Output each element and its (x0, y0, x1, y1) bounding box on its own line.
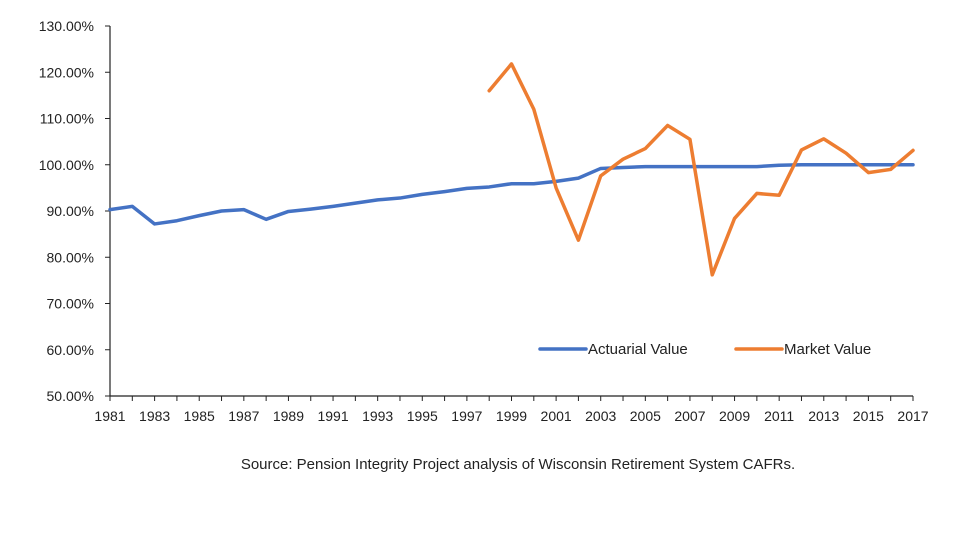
legend: Actuarial Value Market Value (538, 341, 871, 358)
x-tick-label: 2001 (541, 408, 572, 424)
x-tick-label: 1997 (451, 408, 482, 424)
y-tick-label: 50.00% (47, 388, 94, 404)
y-tick-label: 60.00% (47, 342, 94, 358)
x-tick-label: 1999 (496, 408, 527, 424)
legend-label-market-value: Market Value (784, 341, 871, 358)
x-tick-label: 1993 (362, 408, 393, 424)
x-tick-label: 1981 (94, 408, 125, 424)
x-tick-label: 2003 (585, 408, 616, 424)
y-tick-label: 130.00% (39, 18, 94, 34)
x-tick-label: 1987 (228, 408, 259, 424)
y-tick-label: 80.00% (47, 249, 94, 265)
x-tick-label: 2017 (897, 408, 928, 424)
y-tick-label: 110.00% (40, 111, 94, 127)
x-tick-label: 1991 (317, 408, 348, 424)
x-tick-label: 1985 (184, 408, 215, 424)
y-tick-label: 120.00% (39, 64, 94, 80)
x-tick-label: 2011 (764, 408, 794, 424)
source-note: Source: Pension Integrity Project analys… (241, 456, 795, 473)
y-tick-label: 100.00% (39, 157, 94, 173)
x-tick-label: 2005 (630, 408, 661, 424)
x-tick-label: 2015 (853, 408, 884, 424)
y-tick-label: 90.00% (47, 203, 94, 219)
legend-label-actuarial-value: Actuarial Value (588, 341, 688, 358)
x-tick-label: 2007 (674, 408, 705, 424)
series-line-market-value (487, 62, 915, 277)
ticks-layer: 50.00% 60.00% 70.00% 80.00% 90.00% 100.00% 110… (39, 18, 929, 424)
x-tick-label: 2009 (719, 408, 750, 424)
x-tick-label: 2013 (808, 408, 839, 424)
x-tick-label: 1989 (273, 408, 304, 424)
x-tick-label: 1995 (407, 408, 438, 424)
y-tick-label: 70.00% (47, 296, 94, 312)
x-tick-label: 1983 (139, 408, 170, 424)
series-layer (108, 62, 915, 277)
series-line-actuarial-value (108, 163, 915, 226)
